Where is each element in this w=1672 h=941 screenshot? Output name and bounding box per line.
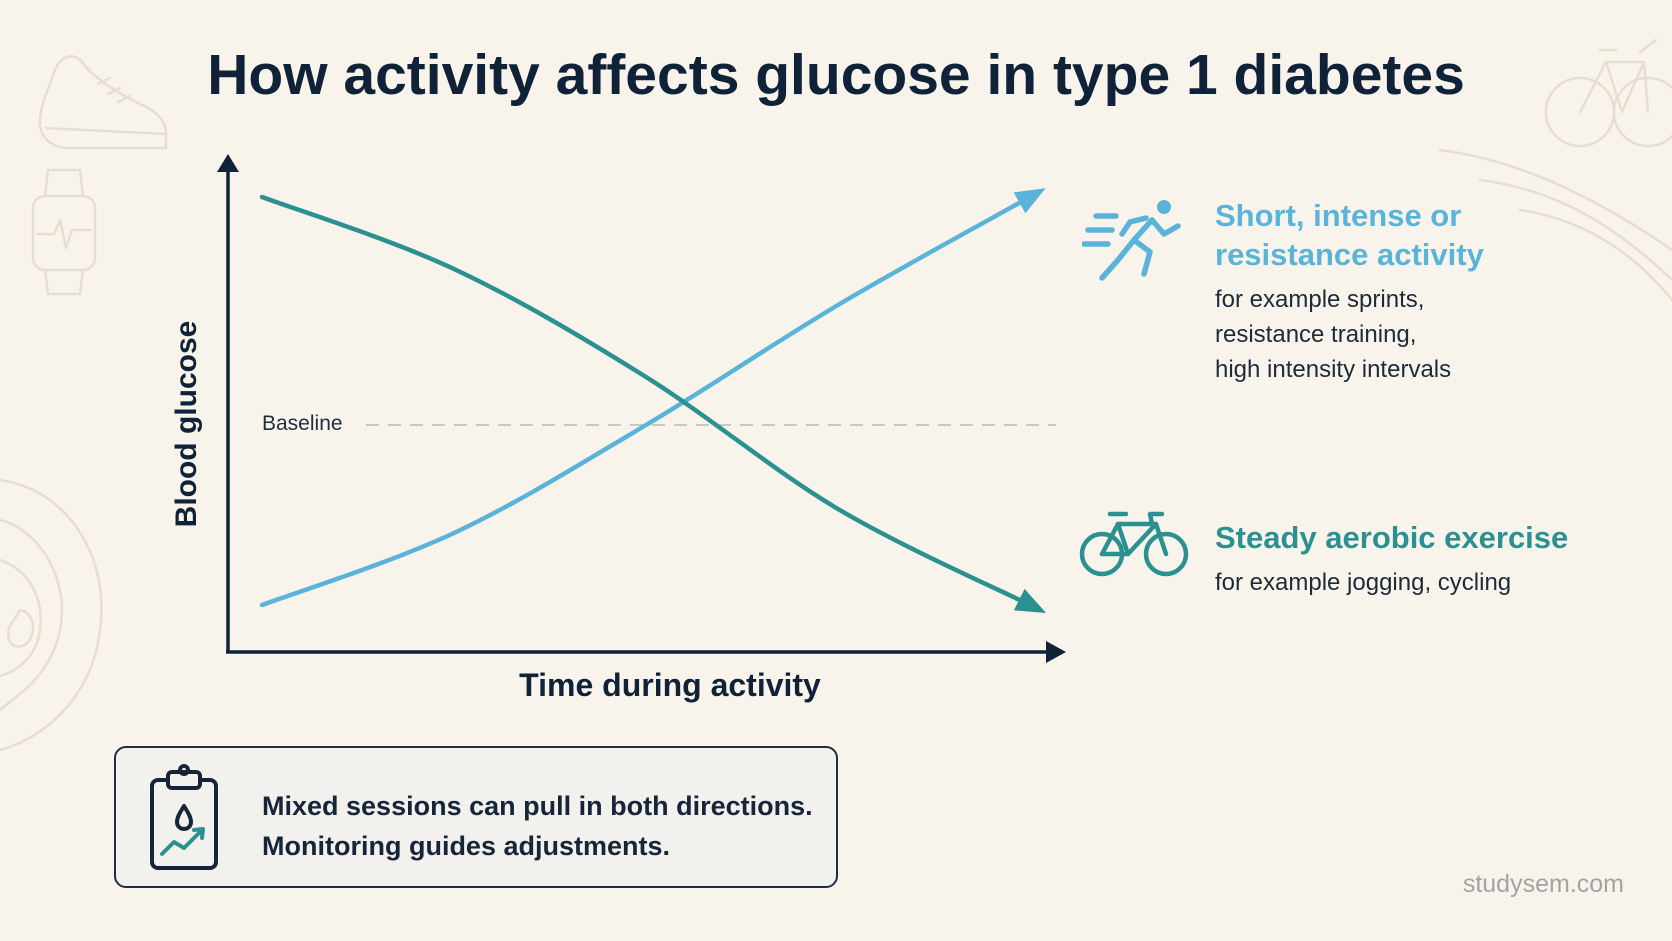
legend-intense-activity: Short, intense or resistance activity fo… bbox=[1215, 196, 1555, 387]
clipboard-glucose-icon bbox=[146, 762, 222, 879]
baseline-label: Baseline bbox=[262, 412, 343, 435]
note-line-2: Monitoring guides adjustments. bbox=[262, 831, 671, 861]
series-line-intense bbox=[259, 194, 1033, 608]
bicycle-decoration-icon bbox=[1544, 38, 1672, 148]
note-line-1: Mixed sessions can pull in both directio… bbox=[262, 791, 813, 821]
series-arrowhead-aerobic bbox=[1013, 588, 1047, 614]
topographic-lines-decoration bbox=[0, 148, 1672, 752]
monitoring-note-box: Mixed sessions can pull in both directio… bbox=[114, 746, 838, 888]
legend-intense-description: for example sprints, resistance training… bbox=[1215, 282, 1555, 387]
legend-intense-title-line2: resistance activity bbox=[1215, 237, 1484, 272]
legend-intense-title-line1: Short, intense or bbox=[1215, 198, 1462, 233]
monitoring-note-text: Mixed sessions can pull in both directio… bbox=[262, 786, 822, 866]
legend-aerobic-exercise: Steady aerobic exercise for example jogg… bbox=[1215, 518, 1575, 600]
legend-aerobic-description: for example jogging, cycling bbox=[1215, 569, 1512, 596]
legend-aerobic-title: Steady aerobic exercise bbox=[1215, 520, 1569, 555]
series-line-aerobic bbox=[259, 194, 1033, 608]
site-watermark: studysem.com bbox=[1462, 870, 1624, 898]
legend-intense-desc-line3: high intensity intervals bbox=[1215, 356, 1452, 383]
legend-intense-title: Short, intense or resistance activity bbox=[1215, 196, 1545, 274]
bicycle-icon bbox=[1078, 508, 1190, 583]
legend-intense-desc-line1: for example sprints, bbox=[1215, 286, 1425, 313]
y-axis-arrowhead bbox=[217, 154, 239, 172]
x-axis-arrowhead bbox=[1046, 641, 1066, 663]
y-axis-label: Blood glucose bbox=[170, 320, 203, 528]
series-arrowhead-intense bbox=[1013, 188, 1046, 214]
x-axis-label: Time during activity bbox=[519, 667, 821, 703]
runner-icon bbox=[1081, 196, 1186, 291]
shoe-decoration-icon bbox=[38, 55, 168, 150]
legend-intense-desc-line2: resistance training, bbox=[1215, 321, 1417, 348]
smartwatch-decoration-icon bbox=[31, 168, 97, 296]
page-title: How activity affects glucose in type 1 d… bbox=[207, 43, 1465, 107]
